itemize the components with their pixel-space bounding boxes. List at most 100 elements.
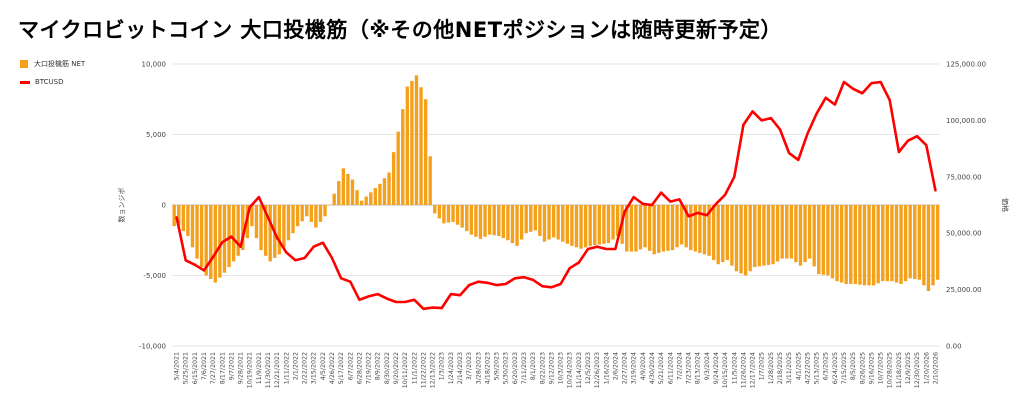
x-tick-label: 2/6/2024 (612, 352, 619, 380)
btc-price-point (340, 277, 343, 280)
x-tick-label: 7/27/2021 (210, 352, 217, 384)
btc-price-point (413, 298, 416, 301)
net-position-bar (277, 205, 282, 255)
btc-price-point (843, 81, 845, 83)
net-position-bar (926, 205, 931, 292)
btc-price-point (815, 112, 818, 115)
net-position-bar (442, 205, 446, 224)
x-tick-label: 2/22/2022 (302, 352, 309, 384)
btc-price-point (806, 133, 809, 135)
x-tick-label: 8/22/2023 (539, 352, 546, 384)
x-tick-label: 7/15/2025 (841, 352, 848, 384)
net-position-bar (666, 205, 670, 251)
net-position-bar (172, 205, 176, 227)
net-position-bar (305, 205, 309, 217)
x-tick-label: 12/30/2025 (914, 352, 921, 388)
net-position-bar (785, 205, 789, 259)
net-position-bar (465, 205, 469, 232)
btc-price-point (779, 128, 781, 131)
net-position-bars (172, 75, 940, 292)
x-tick-label: 6/20/2023 (512, 352, 519, 384)
net-position-bar (812, 205, 816, 267)
x-tick-label: 6/15/2021 (192, 352, 199, 384)
net-position-bar (455, 205, 460, 225)
net-position-bar (602, 205, 606, 244)
net-position-bar (597, 205, 602, 245)
net-position-bar (593, 205, 597, 246)
btc-price-point (742, 124, 745, 126)
x-tick-label: 7/19/2022 (366, 352, 373, 384)
x-tick-label: 11/5/2024 (731, 352, 738, 384)
net-position-bar (177, 205, 181, 227)
x-tick-label: 8/5/2025 (850, 352, 857, 380)
btc-price-point (321, 241, 324, 244)
btc-price-point (715, 202, 717, 205)
x-tick-label: 3/7/2023 (466, 352, 473, 380)
btc-price-point (193, 263, 196, 266)
x-tick-label: 12/13/2022 (430, 352, 437, 388)
btc-price-point (861, 92, 864, 95)
net-position-bar (346, 173, 350, 205)
left-tick-label: 0 (162, 202, 166, 210)
btc-price-point (513, 277, 516, 280)
right-tick-label: 100,000.00 (946, 117, 986, 125)
net-position-bar (446, 205, 451, 223)
net-position-bar (570, 205, 574, 246)
net-position-bar (853, 205, 858, 284)
legend: 大口投機筋 NET BTCUSD (20, 58, 85, 94)
net-position-bar (231, 205, 236, 262)
x-tick-label: 4/18/2023 (484, 352, 491, 384)
x-tick-label: 1/7/2025 (759, 352, 766, 380)
x-tick-label: 11/14/2023 (576, 352, 583, 388)
net-position-bar (913, 205, 917, 280)
x-tick-label: 6/11/2024 (667, 352, 674, 384)
x-tick-label: 6/24/2025 (832, 352, 839, 384)
btc-price-point (568, 267, 571, 270)
right-tick-label: 75,000.00 (946, 173, 982, 181)
legend-item-net: 大口投機筋 NET (20, 58, 85, 70)
x-tick-label: 10/15/2024 (722, 352, 729, 388)
x-tick-label: 9/3/2024 (704, 352, 711, 380)
x-tick-label: 8/17/2021 (219, 352, 226, 384)
btc-price-point (440, 307, 443, 309)
btc-price-point (523, 276, 525, 279)
net-position-bar (849, 205, 853, 284)
net-position-bar (533, 205, 538, 231)
net-position-bar (355, 190, 359, 205)
btc-price-point (285, 251, 288, 254)
btc-price-point (550, 286, 553, 289)
net-position-bar (721, 205, 725, 263)
net-position-bar (556, 205, 560, 240)
net-position-bar (401, 109, 405, 205)
x-tick-label: 11/9/2021 (256, 352, 263, 384)
net-position-bar (268, 205, 272, 262)
x-tick-label: 3/15/2022 (311, 352, 318, 384)
net-position-bar (817, 205, 821, 275)
btc-price-point (751, 110, 754, 113)
btc-price-point (733, 175, 736, 178)
btc-price-point (203, 269, 205, 272)
net-position-bar (757, 205, 762, 267)
net-position-bar (807, 205, 812, 259)
x-tick-label: 9/16/2025 (868, 352, 875, 384)
gridlines (172, 63, 940, 347)
net-position-bar (515, 205, 519, 246)
btc-price-point (276, 236, 279, 239)
x-tick-label: 9/24/2024 (713, 352, 720, 384)
btc-price-point (696, 211, 699, 214)
right-tick-label: 125,000.00 (946, 61, 986, 69)
net-position-bar (236, 205, 240, 256)
btc-price-point (916, 135, 919, 138)
net-position-bar (679, 205, 684, 245)
net-position-bar (483, 205, 487, 237)
net-position-bar (529, 205, 533, 232)
btc-price-point (459, 294, 461, 297)
btc-price-point (468, 284, 471, 286)
legend-label-net: 大口投機筋 NET (34, 60, 86, 68)
left-axis-title: 数ョンジポ (117, 188, 126, 223)
net-position-bar (670, 205, 675, 251)
btc-price-point (358, 298, 361, 301)
x-tick-label: 2/27/2024 (622, 352, 629, 384)
net-position-bar (775, 205, 780, 262)
net-position-bar (474, 205, 478, 237)
